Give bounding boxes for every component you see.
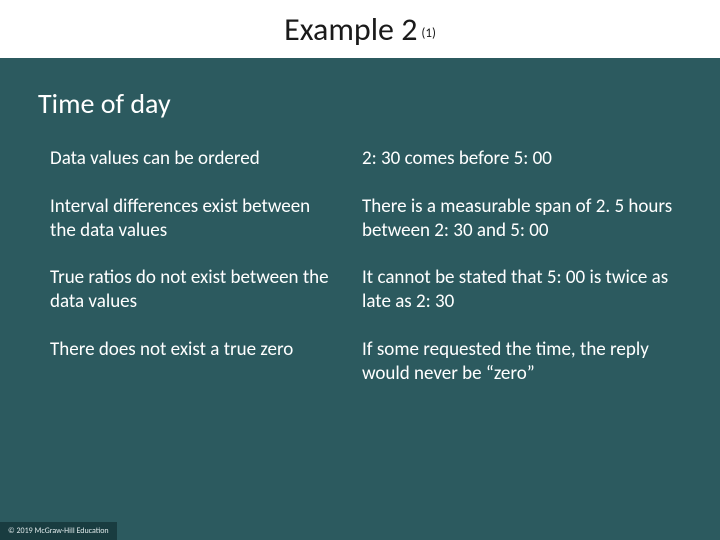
right-item: There is a measurable span of 2. 5 hours… <box>362 195 680 243</box>
right-item: It cannot be stated that 5: 00 is twice … <box>362 266 680 314</box>
slide-title-sub: (1) <box>421 26 435 41</box>
left-item: True ratios do not exist between the dat… <box>50 266 332 314</box>
content-columns: Data values can be ordered Interval diff… <box>0 147 720 409</box>
left-item: Data values can be ordered <box>50 147 332 171</box>
copyright-footer: © 2019 McGraw-Hill Education <box>0 522 117 540</box>
left-column: Data values can be ordered Interval diff… <box>0 147 352 409</box>
section-heading: Time of day <box>38 86 720 121</box>
left-item: Interval differences exist between the d… <box>50 195 332 243</box>
right-item: If some requested the time, the reply wo… <box>362 338 680 386</box>
right-item: 2: 30 comes before 5: 00 <box>362 147 680 171</box>
title-bar: Example 2 (1) <box>0 0 720 58</box>
slide-title: Example 2 <box>284 10 417 49</box>
left-item: There does not exist a true zero <box>50 338 332 362</box>
right-column: 2: 30 comes before 5: 00 There is a meas… <box>352 147 720 409</box>
